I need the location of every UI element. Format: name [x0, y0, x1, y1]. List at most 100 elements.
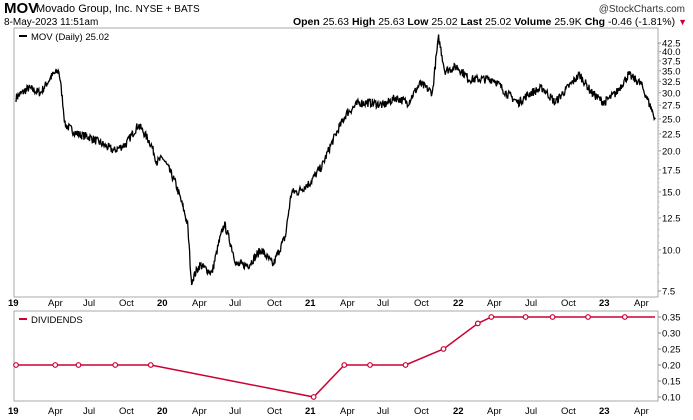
dividend-point	[75, 362, 82, 368]
last-label: Last	[460, 16, 483, 28]
dividend-point	[341, 362, 348, 368]
price-x-tick-label: 19	[8, 298, 19, 309]
quote-date: 8-May-2023 11:51am	[4, 17, 99, 28]
dividend-point	[474, 320, 481, 327]
chg-label: Chg	[584, 16, 606, 28]
price-legend-label: MOV (Daily) 25.02	[31, 32, 109, 43]
dividend-point	[52, 362, 59, 368]
dividend-point	[402, 362, 409, 368]
dividend-x-tick-label: 19	[8, 406, 19, 417]
dividend-point	[367, 362, 373, 368]
dividend-y-tick-label: 0.25	[662, 345, 681, 356]
price-x-tick-label: 23	[599, 298, 610, 309]
price-y-tick-label: 37.5	[662, 56, 681, 67]
dividend-point	[488, 314, 495, 320]
dividend-x-tick-label: 23	[599, 406, 610, 417]
high-label: High	[351, 16, 376, 28]
quote-summary: Open 25.63 High 25.63 Low 25.02 Last 25.…	[293, 16, 687, 28]
company-name: Movado Group, Inc. NYSE + BATS	[36, 3, 200, 15]
dividend-point	[585, 314, 591, 320]
low-label: Low	[407, 16, 429, 28]
price-y-tick-label: 17.5	[662, 165, 681, 176]
price-y-tick-label: 32.5	[662, 77, 681, 88]
price-line	[15, 34, 656, 286]
price-x-tick-label: Oct	[414, 298, 429, 309]
price-x-tick-label: Jul	[83, 298, 95, 309]
dividend-point	[147, 362, 154, 368]
dividend-point	[522, 314, 529, 320]
dividend-point	[13, 362, 19, 368]
price-x-tick-label: Apr	[340, 298, 355, 309]
dividend-x-tick-label: 22	[453, 406, 464, 417]
chg-value: -0.46 (-1.81%)	[608, 16, 676, 28]
price-x-tick-label: Oct	[561, 298, 576, 309]
dividend-x-tick-label: Apr	[48, 406, 63, 417]
exchange: NYSE + BATS	[135, 4, 200, 15]
dividend-y-tick-label: 0.35	[662, 313, 681, 324]
price-y-tick-label: 15.0	[662, 187, 681, 198]
volume-label: Volume	[514, 16, 552, 28]
price-x-tick-label: Oct	[119, 298, 134, 309]
price-x-tick-label: 20	[157, 298, 168, 309]
price-x-tick-label: Jul	[229, 298, 241, 309]
dividend-x-tick-label: Jul	[229, 406, 241, 417]
dividend-x-tick-label: 20	[157, 406, 168, 417]
price-y-tick-label: 35.0	[662, 66, 681, 77]
dividend-y-tick-label: 0.10	[662, 393, 681, 404]
price-x-tick-label: Apr	[634, 298, 649, 309]
price-x-tick-label: Oct	[267, 298, 282, 309]
price-x-tick-label: Apr	[192, 298, 207, 309]
dividend-x-tick-label: Jul	[525, 406, 537, 417]
price-y-tick-label: 7.5	[662, 287, 675, 298]
dividend-y-tick-label: 0.15	[662, 377, 681, 388]
dividend-x-tick-label: Oct	[119, 406, 134, 417]
price-x-tick-label: Jul	[525, 298, 537, 309]
company-name-text: Movado Group, Inc.	[36, 3, 133, 15]
down-arrow-icon: ▼	[678, 17, 687, 27]
price-x-tick-label: 22	[453, 298, 464, 309]
price-panel-frame	[13, 27, 659, 298]
price-x-tick-label: Jul	[377, 298, 389, 309]
price-y-tick-label: 40.0	[662, 47, 681, 58]
high-value: 25.63	[378, 16, 405, 28]
price-y-tick-label: 30.0	[662, 88, 681, 99]
open-label: Open	[292, 16, 320, 28]
dividend-x-tick-label: Oct	[267, 406, 282, 417]
price-y-tick-label: 25.0	[662, 114, 681, 125]
dividend-x-tick-label: Apr	[634, 406, 649, 417]
price-x-tick-label: Apr	[487, 298, 502, 309]
price-y-tick-label: 27.5	[662, 101, 681, 112]
dividend-x-tick-label: Oct	[561, 406, 576, 417]
dividend-x-tick-label: Apr	[192, 406, 207, 417]
dividend-x-tick-label: Oct	[414, 406, 429, 417]
dividend-point	[112, 362, 119, 368]
dividends-panel-frame	[13, 310, 659, 402]
price-x-tick-label: 21	[305, 298, 316, 309]
price-y-tick-label: 20.0	[662, 146, 681, 157]
price-x-tick-label: Apr	[48, 298, 63, 309]
last-value: 25.02	[485, 16, 512, 28]
price-y-tick-label: 10.0	[662, 245, 681, 256]
low-value: 25.02	[431, 16, 458, 28]
open-value: 25.63	[322, 16, 350, 28]
dividend-point	[549, 314, 556, 320]
dividend-legend-label: DIVIDENDS	[31, 315, 83, 326]
dividend-y-tick-label: 0.20	[662, 361, 681, 372]
dividend-x-tick-label: Apr	[487, 406, 502, 417]
dividend-point	[310, 394, 317, 400]
copyright: @StockCharts.com	[598, 4, 685, 15]
volume-value: 25.9K	[554, 16, 582, 28]
dividend-x-tick-label: Jul	[377, 406, 389, 417]
dividend-x-tick-label: Jul	[83, 406, 95, 417]
dividend-point	[440, 346, 447, 352]
dividend-point	[621, 314, 628, 320]
ticker-symbol: MOV	[4, 0, 39, 17]
price-y-tick-label: 12.5	[662, 213, 681, 224]
price-y-tick-label: 42.5	[662, 39, 681, 50]
dividend-x-tick-label: Apr	[340, 406, 355, 417]
price-y-tick-label: 22.5	[662, 129, 681, 140]
dividend-y-tick-label: 0.30	[662, 329, 681, 340]
dividend-x-tick-label: 21	[305, 406, 316, 417]
